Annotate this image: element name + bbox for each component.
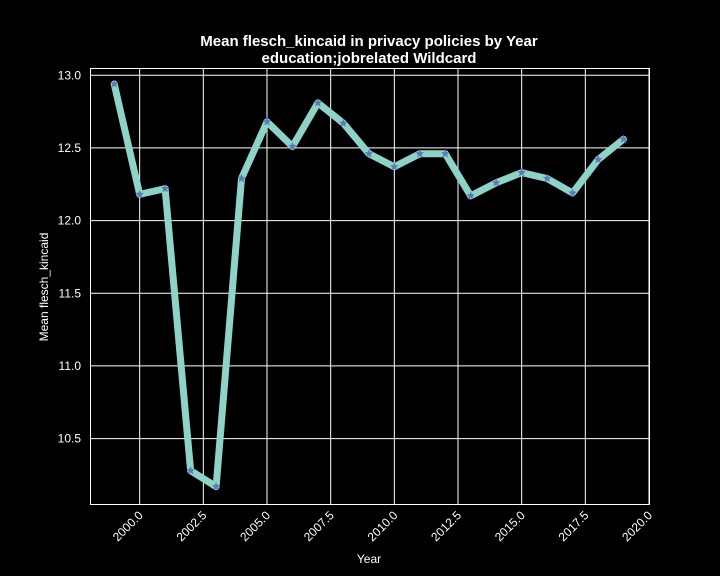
x-tick-label: 2020.0: [619, 508, 655, 544]
x-tick-label: 2012.5: [428, 508, 464, 544]
y-tick-label: 11.5: [59, 286, 82, 300]
data-point-marker: [109, 79, 119, 88]
chart-subtitle: education;jobrelated Wildcard: [262, 50, 477, 67]
x-tick-label: 2000.0: [110, 508, 146, 544]
data-point-marker: [338, 118, 348, 128]
data-point-marker: [440, 149, 450, 158]
data-point-marker: [415, 149, 425, 158]
y-tick-label: 10.5: [58, 432, 82, 446]
data-point-marker: [466, 191, 476, 200]
data-point-marker: [237, 173, 246, 183]
data-point-marker: [135, 189, 145, 199]
plot-frame: [90, 68, 650, 505]
data-point-marker: [160, 183, 170, 193]
x-tick-label: 2002.5: [174, 508, 210, 544]
x-tick-label: 2007.5: [301, 508, 337, 544]
data-point-marker: [186, 465, 196, 475]
data-point-marker: [517, 167, 527, 177]
y-tick-label: 13.0: [58, 68, 82, 82]
data-point-marker: [542, 173, 552, 183]
data-point-marker: [211, 481, 221, 491]
x-tick-label: 2015.0: [492, 508, 528, 544]
x-axis-label: Year: [357, 552, 381, 566]
data-point-marker: [491, 178, 501, 187]
data-point-marker: [262, 117, 272, 126]
series-line: [110, 80, 627, 491]
y-tick-label: 12.5: [58, 141, 82, 155]
x-tick-label: 2005.0: [237, 508, 273, 544]
y-axis-label: Mean flesch_kincaid: [37, 233, 51, 342]
x-tick-label: 2017.5: [556, 508, 592, 544]
x-tick-label: 2010.0: [365, 508, 401, 544]
data-point-marker: [389, 162, 399, 171]
data-point-marker: [593, 154, 603, 164]
y-tick-label: 11.0: [59, 359, 82, 373]
data-point-marker: [568, 188, 578, 197]
data-point-marker: [364, 149, 374, 158]
plot-series: [109, 79, 629, 491]
data-point-marker: [619, 134, 629, 144]
data-point-marker: [287, 141, 297, 151]
chart-title: Mean flesch_kincaid in privacy policies …: [200, 33, 538, 50]
y-tick-label: 12.0: [58, 214, 82, 228]
data-point-marker: [313, 98, 323, 107]
